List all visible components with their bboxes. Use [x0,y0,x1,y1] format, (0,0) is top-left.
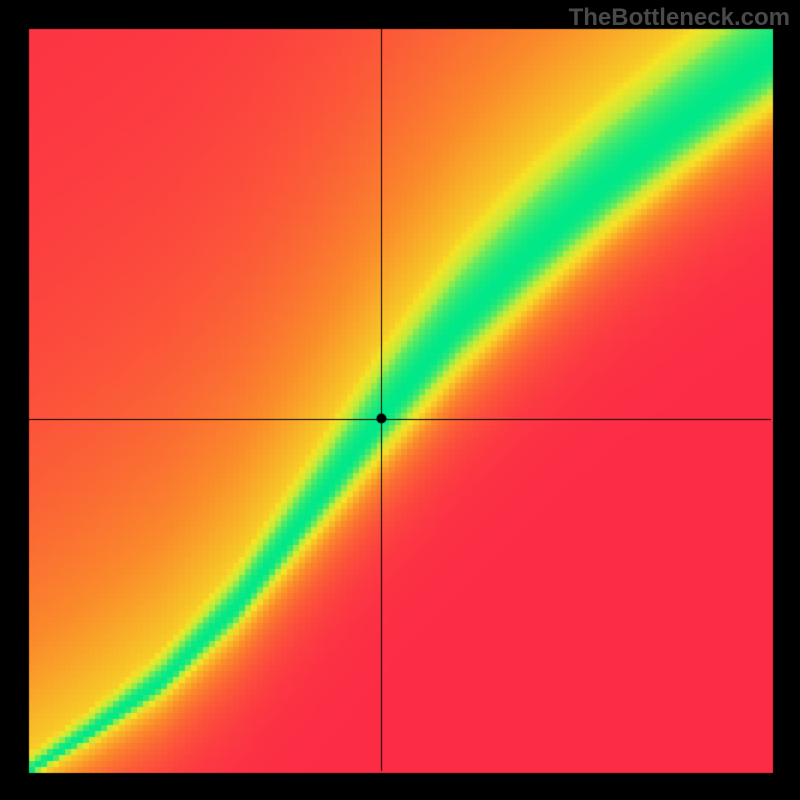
chart-container: TheBottleneck.com [0,0,800,800]
bottleneck-heatmap [0,0,800,800]
watermark-text: TheBottleneck.com [569,4,790,32]
